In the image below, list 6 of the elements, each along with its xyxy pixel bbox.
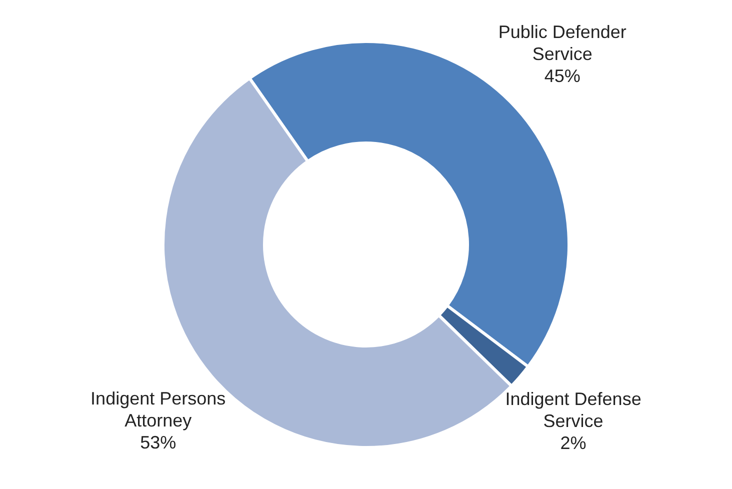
data-label: 53% [140,432,176,452]
slice-label: Indigent Defense Service [505,389,642,432]
data-label: 2% [560,433,586,454]
data-label: 45% [544,66,580,86]
slice-label: Indigent Persons Attorney [90,388,226,430]
slice-label: Public Defender Service [498,22,626,64]
